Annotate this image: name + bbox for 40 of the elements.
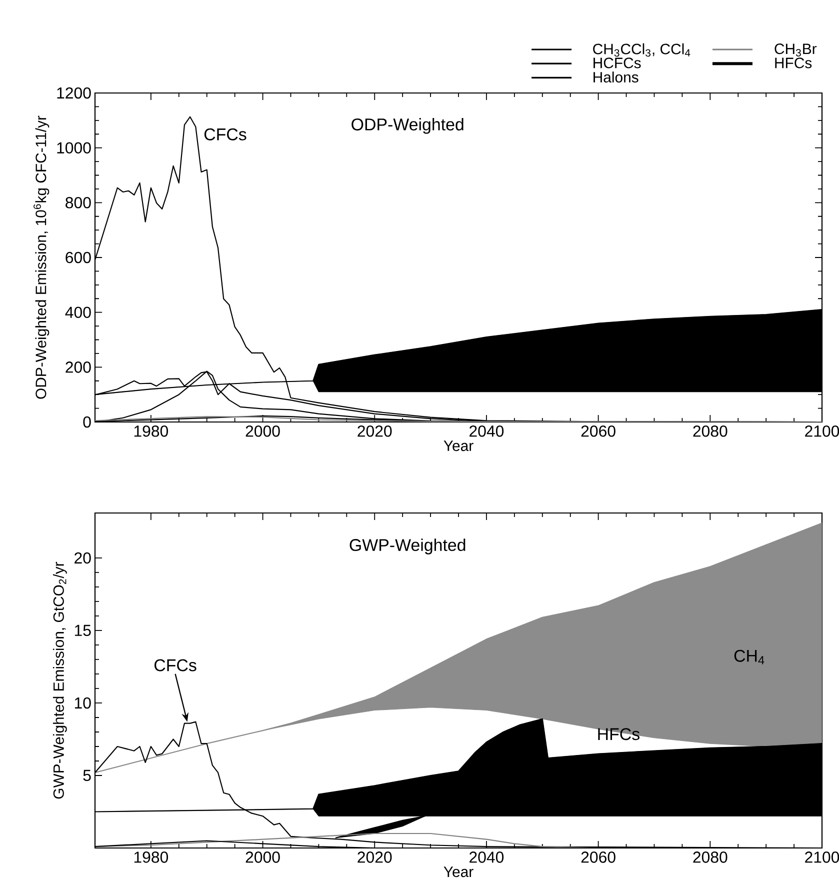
x-tick-label: 2100 <box>805 426 839 437</box>
legend-label: CH$_{3}$Br <box>774 44 817 56</box>
y-axis-title: GWP-Weighted Emission, GtCO$_{2}$/yr <box>52 562 67 799</box>
legend-label: Halons <box>594 72 638 83</box>
y-tick-label: 5 <box>83 770 91 782</box>
annotation: GWP-Weighted <box>350 538 466 554</box>
x-tick-label: 2020 <box>358 852 392 863</box>
x-tick-label: 2080 <box>693 852 728 863</box>
x-tick-label: 2060 <box>581 426 616 437</box>
annotation: CFCs <box>154 659 196 672</box>
legend-label: HFCs <box>775 58 812 68</box>
x-tick-label: 2020 <box>358 426 392 437</box>
y-tick-label: 1200 <box>57 87 91 99</box>
legend-label: CH$_{3}$CCl$_{3}$, CCl$_{4}$ <box>593 43 690 57</box>
y-tick-label: 10 <box>74 697 91 709</box>
y-tick-label: 1000 <box>57 142 91 154</box>
annotation: CH$_{4}$ <box>734 650 764 664</box>
y-tick-label: 800 <box>66 197 91 208</box>
x-tick-label: 2080 <box>693 426 728 437</box>
x-tick-label: 2100 <box>805 852 839 863</box>
x-tick-label: 2000 <box>246 852 280 863</box>
y-tick-label: 600 <box>66 252 91 264</box>
y-tick-label: 200 <box>66 362 91 373</box>
x-tick-label: 2040 <box>470 426 504 437</box>
legend-label: HCFCs <box>594 58 641 68</box>
x-tick-label: 2060 <box>581 852 616 863</box>
annotation: HFCs <box>598 728 640 740</box>
x-tick-label: 2040 <box>470 852 504 863</box>
y-tick-label: 0 <box>83 416 91 428</box>
y-tick-label: 15 <box>74 624 91 636</box>
x-axis-title: Year <box>444 440 474 452</box>
x-tick-label: 2000 <box>246 426 280 437</box>
annotation: ODP-Weighted <box>352 118 464 134</box>
annotation: CFCs <box>204 128 246 140</box>
x-axis-title: Year <box>444 866 474 878</box>
y-axis-title: ODP-Weighted Emission, 10$^{6}$kg CFC-11/yr <box>34 116 50 399</box>
y-tick-label: 20 <box>74 552 91 564</box>
x-tick-label: 1980 <box>134 426 168 437</box>
y-tick-label: 400 <box>65 306 91 318</box>
x-tick-label: 1980 <box>134 852 168 863</box>
